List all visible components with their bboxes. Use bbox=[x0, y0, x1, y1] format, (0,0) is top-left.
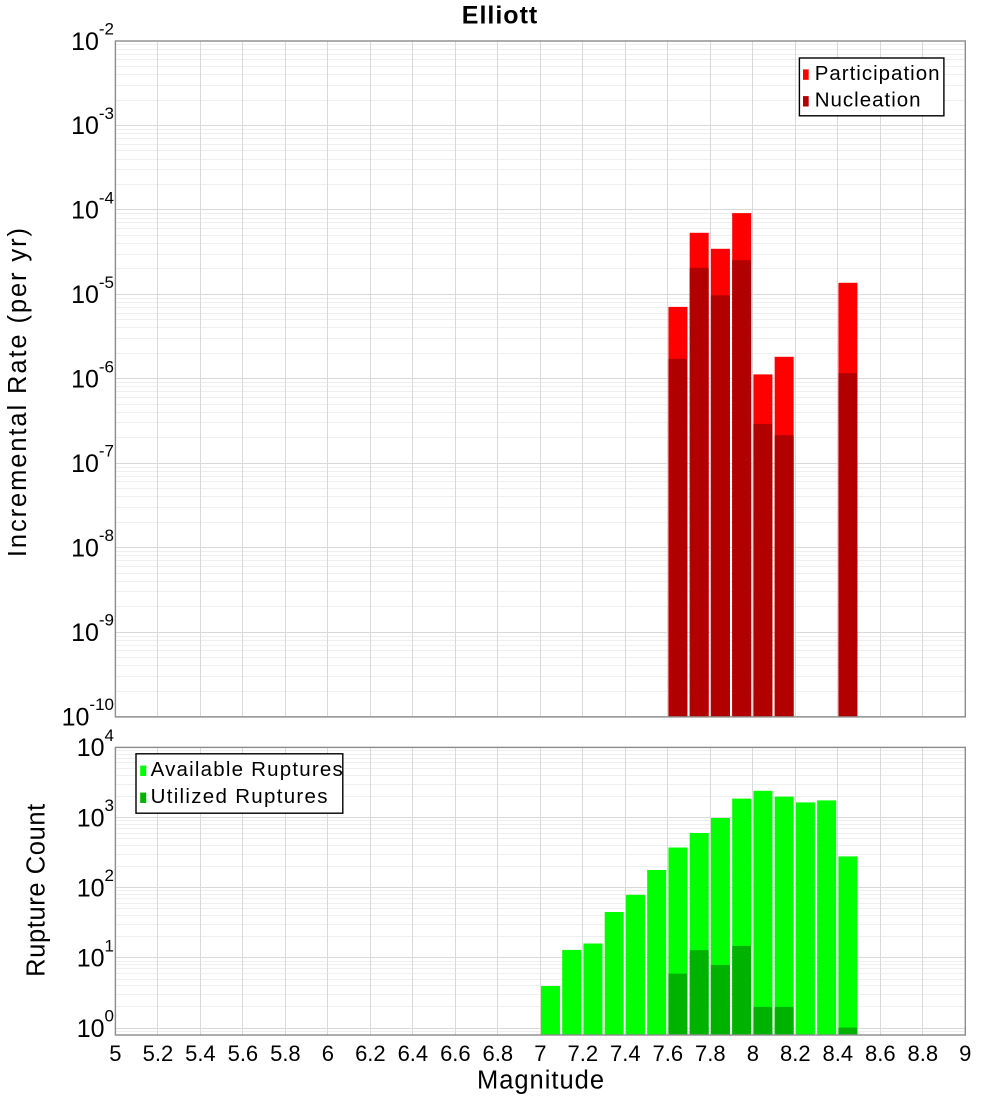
svg-text:5.6: 5.6 bbox=[228, 1041, 259, 1066]
svg-text:Incremental Rate (per yr): Incremental Rate (per yr) bbox=[4, 226, 32, 557]
svg-text:5.4: 5.4 bbox=[185, 1041, 216, 1066]
svg-text:Magnitude: Magnitude bbox=[477, 1067, 605, 1095]
svg-text:Participation: Participation bbox=[815, 62, 941, 85]
svg-text:8.4: 8.4 bbox=[823, 1041, 854, 1066]
svg-text:Nucleation: Nucleation bbox=[815, 89, 922, 112]
svg-text:7.4: 7.4 bbox=[610, 1041, 641, 1066]
svg-text:8.2: 8.2 bbox=[780, 1041, 811, 1066]
svg-text:5.8: 5.8 bbox=[270, 1041, 301, 1066]
svg-text:5: 5 bbox=[109, 1041, 121, 1066]
svg-text:7: 7 bbox=[534, 1041, 546, 1066]
svg-text:7.8: 7.8 bbox=[695, 1041, 726, 1066]
svg-text:6.2: 6.2 bbox=[355, 1041, 386, 1066]
svg-text:Available Ruptures: Available Ruptures bbox=[151, 758, 344, 781]
svg-text:7.2: 7.2 bbox=[568, 1041, 599, 1066]
svg-text:Elliott: Elliott bbox=[462, 2, 538, 30]
svg-text:5.2: 5.2 bbox=[143, 1041, 174, 1066]
svg-text:Utilized Ruptures: Utilized Ruptures bbox=[151, 785, 329, 808]
svg-text:8: 8 bbox=[747, 1041, 759, 1066]
svg-text:6.4: 6.4 bbox=[398, 1041, 429, 1066]
svg-text:8.8: 8.8 bbox=[908, 1041, 939, 1066]
svg-text:9: 9 bbox=[959, 1041, 971, 1066]
svg-text:6.6: 6.6 bbox=[440, 1041, 471, 1066]
svg-text:6: 6 bbox=[322, 1041, 334, 1066]
svg-text:Rupture Count: Rupture Count bbox=[23, 803, 51, 977]
svg-text:8.6: 8.6 bbox=[865, 1041, 896, 1066]
svg-text:7.6: 7.6 bbox=[653, 1041, 684, 1066]
svg-text:6.8: 6.8 bbox=[483, 1041, 514, 1066]
